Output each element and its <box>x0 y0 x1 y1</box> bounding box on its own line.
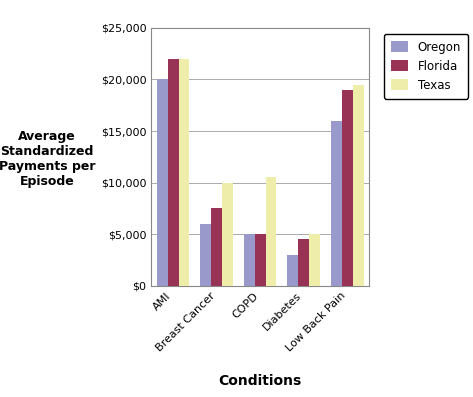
Bar <box>342 90 353 286</box>
Bar <box>211 208 222 286</box>
Bar <box>167 59 178 286</box>
Bar <box>244 234 254 286</box>
Bar <box>331 121 342 286</box>
Legend: Oregon, Florida, Texas: Oregon, Florida, Texas <box>384 34 468 99</box>
Bar <box>288 255 298 286</box>
Bar <box>309 234 320 286</box>
Bar <box>222 183 233 286</box>
Bar <box>179 59 189 286</box>
Bar <box>266 177 276 286</box>
Text: Conditions: Conditions <box>219 374 302 388</box>
Bar <box>353 85 364 286</box>
Text: Average
Standardized
Payments per
Episode: Average Standardized Payments per Episod… <box>0 130 96 188</box>
Bar <box>201 224 211 286</box>
Bar <box>254 234 266 286</box>
Bar <box>298 239 309 286</box>
Bar <box>157 79 167 286</box>
